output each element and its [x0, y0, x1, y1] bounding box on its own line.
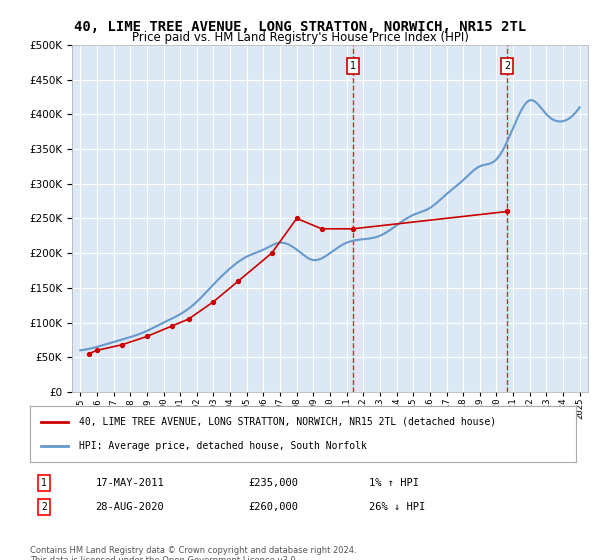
Text: 2: 2 [41, 502, 47, 512]
Point [233, 277, 243, 286]
Point [317, 225, 326, 234]
Text: 40, LIME TREE AVENUE, LONG STRATTON, NORWICH, NR15 2TL: 40, LIME TREE AVENUE, LONG STRATTON, NOR… [74, 20, 526, 34]
Point [92, 346, 102, 355]
Text: Contains HM Land Registry data © Crown copyright and database right 2024.
This d: Contains HM Land Registry data © Crown c… [30, 546, 356, 560]
Text: HPI: Average price, detached house, South Norfolk: HPI: Average price, detached house, Sout… [79, 441, 367, 451]
Point [267, 249, 277, 258]
Text: Price paid vs. HM Land Registry's House Price Index (HPI): Price paid vs. HM Land Registry's House … [131, 31, 469, 44]
Text: 17-MAY-2011: 17-MAY-2011 [95, 478, 164, 488]
Point [142, 332, 152, 341]
Point [348, 225, 358, 234]
Point [292, 214, 302, 223]
Text: 28-AUG-2020: 28-AUG-2020 [95, 502, 164, 512]
Text: 40, LIME TREE AVENUE, LONG STRATTON, NORWICH, NR15 2TL (detached house): 40, LIME TREE AVENUE, LONG STRATTON, NOR… [79, 417, 496, 427]
Text: 2: 2 [505, 60, 511, 71]
Text: £260,000: £260,000 [248, 502, 298, 512]
Point [117, 340, 127, 349]
Point [167, 321, 176, 330]
Text: 26% ↓ HPI: 26% ↓ HPI [368, 502, 425, 512]
Point [84, 349, 94, 358]
Point [503, 207, 512, 216]
Point [209, 297, 218, 306]
Text: 1% ↑ HPI: 1% ↑ HPI [368, 478, 419, 488]
Text: £235,000: £235,000 [248, 478, 298, 488]
Text: 1: 1 [41, 478, 47, 488]
Text: 1: 1 [350, 60, 356, 71]
Point [184, 315, 193, 324]
